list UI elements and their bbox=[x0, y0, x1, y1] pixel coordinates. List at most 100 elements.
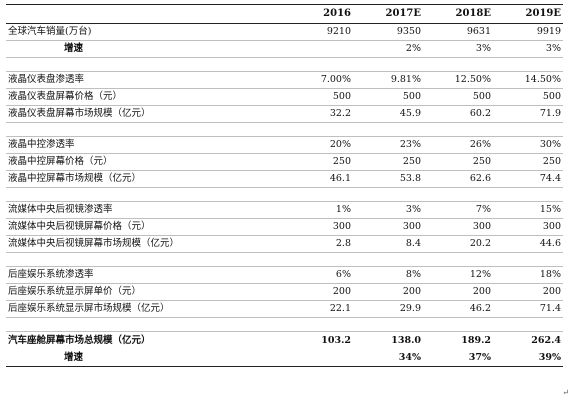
spacer-cell bbox=[353, 187, 423, 202]
spacer-cell bbox=[353, 122, 423, 137]
value-cell: 34% bbox=[353, 349, 423, 367]
spacer-cell bbox=[493, 122, 563, 137]
value-cell: 12.50% bbox=[423, 71, 493, 89]
spacer-row bbox=[6, 57, 563, 72]
row-label-cell: 汽车座舱屏幕市场总规模（亿元） bbox=[8, 334, 151, 346]
spacer-cell bbox=[353, 317, 423, 332]
spacer-cell bbox=[6, 57, 283, 72]
spacer-cell bbox=[6, 122, 283, 137]
value-cell: 250 bbox=[283, 153, 353, 171]
spacer-cell bbox=[6, 317, 283, 332]
value-cell: 3% bbox=[423, 40, 493, 58]
table-row: 汽车座舱屏幕市场总规模（亿元） 103.2 138.0 189.2 262.4 bbox=[6, 332, 563, 350]
spacer-cell bbox=[423, 122, 493, 137]
row-label-cell: 后座娱乐系统渗透率 bbox=[6, 266, 283, 284]
value-cell bbox=[283, 349, 353, 367]
spacer-cell bbox=[6, 252, 283, 267]
value-cell: 200 bbox=[423, 283, 493, 301]
paragraph-return-mark: ↵ bbox=[562, 388, 569, 397]
row-label-cell: 流媒体中央后视镜渗透率 bbox=[6, 201, 283, 219]
row-label-cell: 液晶中控渗透率 bbox=[6, 136, 283, 154]
table-row: 后座娱乐系统显示屏单价（元） 200 200 200 200 bbox=[6, 283, 563, 301]
value-cell: 26% bbox=[423, 136, 493, 154]
table-row: 液晶仪表盘屏幕价格（元） 500 500 500 500 bbox=[6, 88, 563, 106]
spacer-cell bbox=[283, 122, 353, 137]
value-cell: 500 bbox=[353, 88, 423, 106]
spacer-cell bbox=[283, 252, 353, 267]
value-cell: 200 bbox=[283, 283, 353, 301]
table-row: 液晶中控屏幕价格（元） 250 250 250 250 bbox=[6, 153, 563, 171]
value-cell: 15% bbox=[493, 201, 563, 219]
value-cell: 9350 bbox=[353, 23, 423, 41]
value-cell: 500 bbox=[493, 88, 563, 106]
value-cell: 7% bbox=[423, 201, 493, 219]
row-label-cell: 增速 bbox=[6, 349, 283, 367]
spacer-row bbox=[6, 252, 563, 267]
table-row: 流媒体中央后视镜屏幕价格（元） 300 300 300 300 bbox=[6, 218, 563, 236]
value-cell: 7.00% bbox=[283, 71, 353, 89]
value-cell: 189.2 bbox=[461, 334, 491, 346]
value-cell: 71.4 bbox=[493, 300, 563, 318]
value-cell: 32.2 bbox=[283, 105, 353, 123]
value-cell: 500 bbox=[423, 88, 493, 106]
spacer-cell bbox=[283, 187, 353, 202]
spacer-cell bbox=[493, 57, 563, 72]
value-cell: 300 bbox=[493, 218, 563, 236]
value-cell: 39% bbox=[493, 349, 563, 367]
row-label-cell: 后座娱乐系统显示屏市场规模（亿元） bbox=[6, 300, 283, 318]
spacer-row bbox=[6, 187, 563, 202]
row-label-cell: 液晶中控屏幕价格（元） bbox=[6, 153, 283, 171]
value-cell: 18% bbox=[493, 266, 563, 284]
table-row: 后座娱乐系统渗透率 6% 8% 12% 18% bbox=[6, 266, 563, 284]
value-cell: 250 bbox=[353, 153, 423, 171]
row-label-cell: 全球汽车销量(万台) bbox=[6, 23, 283, 41]
value-cell: 46.2 bbox=[423, 300, 493, 318]
spacer-row bbox=[6, 122, 563, 137]
spacer-cell bbox=[423, 252, 493, 267]
spacer-row bbox=[6, 317, 563, 332]
table-row: 流媒体中央后视镜屏幕市场规模（亿元） 2.8 8.4 20.2 44.6 bbox=[6, 235, 563, 253]
table-row: 液晶仪表盘渗透率 7.00% 9.81% 12.50% 14.50% bbox=[6, 71, 563, 89]
header-year-2018e: 2018E bbox=[423, 4, 493, 24]
spacer-cell bbox=[493, 317, 563, 332]
spacer-cell bbox=[353, 252, 423, 267]
table-row: 增速 2% 3% 3% bbox=[6, 40, 563, 58]
value-cell: 45.9 bbox=[353, 105, 423, 123]
value-cell: 250 bbox=[423, 153, 493, 171]
table-row: 液晶中控渗透率 20% 23% 26% 30% bbox=[6, 136, 563, 154]
value-cell: 23% bbox=[353, 136, 423, 154]
table-row: 全球汽车销量(万台) 9210 9350 9631 9919 bbox=[6, 23, 563, 41]
table-row: 后座娱乐系统显示屏市场规模（亿元） 22.1 29.9 46.2 71.4 bbox=[6, 300, 563, 318]
value-cell: 46.1 bbox=[283, 170, 353, 188]
header-year-2017e: 2017E bbox=[353, 4, 423, 24]
table-row: 增速 34% 37% 39% bbox=[6, 349, 563, 367]
spacer-cell bbox=[423, 57, 493, 72]
value-cell: 9.81% bbox=[353, 71, 423, 89]
value-cell: 300 bbox=[423, 218, 493, 236]
value-cell: 44.6 bbox=[493, 235, 563, 253]
value-cell: 29.9 bbox=[353, 300, 423, 318]
value-cell: 8.4 bbox=[353, 235, 423, 253]
value-cell: 62.6 bbox=[423, 170, 493, 188]
spacer-cell bbox=[6, 187, 283, 202]
spacer-cell bbox=[423, 187, 493, 202]
value-cell: 2% bbox=[353, 40, 423, 58]
table-row: 液晶中控屏幕市场规模（亿元） 46.1 53.8 62.6 74.4 bbox=[6, 170, 563, 188]
spacer-cell bbox=[283, 57, 353, 72]
value-cell: 60.2 bbox=[423, 105, 493, 123]
value-cell bbox=[283, 40, 353, 58]
value-cell: 12% bbox=[423, 266, 493, 284]
table-row: 流媒体中央后视镜渗透率 1% 3% 7% 15% bbox=[6, 201, 563, 219]
header-year-2016: 2016 bbox=[283, 4, 353, 24]
value-cell: 262.4 bbox=[531, 334, 561, 346]
value-cell: 500 bbox=[283, 88, 353, 106]
value-cell: 1% bbox=[283, 201, 353, 219]
value-cell: 103.2 bbox=[321, 334, 351, 346]
value-cell: 14.50% bbox=[493, 71, 563, 89]
value-cell: 2.8 bbox=[283, 235, 353, 253]
spacer-cell bbox=[283, 317, 353, 332]
row-label-cell: 流媒体中央后视镜屏幕价格（元） bbox=[6, 218, 283, 236]
row-label-cell: 增速 bbox=[6, 40, 283, 58]
row-label-cell: 液晶仪表盘屏幕价格（元） bbox=[6, 88, 283, 106]
value-cell: 300 bbox=[283, 218, 353, 236]
